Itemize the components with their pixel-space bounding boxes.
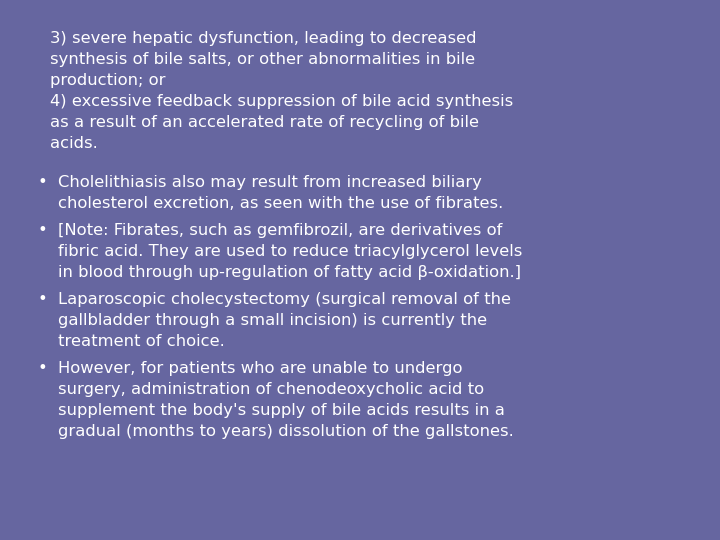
Text: in blood through up-regulation of fatty acid β-oxidation.]: in blood through up-regulation of fatty … (58, 265, 521, 280)
Text: fibric acid. They are used to reduce triacylglycerol levels: fibric acid. They are used to reduce tri… (58, 244, 523, 259)
Text: surgery, administration of chenodeoxycholic acid to: surgery, administration of chenodeoxycho… (58, 382, 484, 397)
Text: Laparoscopic cholecystectomy (surgical removal of the: Laparoscopic cholecystectomy (surgical r… (58, 292, 511, 307)
Text: gradual (months to years) dissolution of the gallstones.: gradual (months to years) dissolution of… (58, 424, 514, 439)
Text: •: • (38, 361, 48, 376)
Text: production; or: production; or (50, 73, 166, 88)
Text: 3) severe hepatic dysfunction, leading to decreased: 3) severe hepatic dysfunction, leading t… (50, 31, 477, 46)
Text: treatment of choice.: treatment of choice. (58, 334, 225, 349)
Text: synthesis of bile salts, or other abnormalities in bile: synthesis of bile salts, or other abnorm… (50, 52, 475, 67)
Text: Cholelithiasis also may result from increased biliary: Cholelithiasis also may result from incr… (58, 175, 482, 190)
Text: [Note: Fibrates, such as gemfibrozil, are derivatives of: [Note: Fibrates, such as gemfibrozil, ar… (58, 223, 503, 238)
Text: 4) excessive feedback suppression of bile acid synthesis: 4) excessive feedback suppression of bil… (50, 94, 513, 109)
Text: gallbladder through a small incision) is currently the: gallbladder through a small incision) is… (58, 313, 487, 328)
Text: as a result of an accelerated rate of recycling of bile: as a result of an accelerated rate of re… (50, 115, 479, 130)
Text: supplement the body's supply of bile acids results in a: supplement the body's supply of bile aci… (58, 403, 505, 418)
Text: However, for patients who are unable to undergo: However, for patients who are unable to … (58, 361, 462, 376)
Text: •: • (38, 175, 48, 190)
Text: •: • (38, 223, 48, 238)
Text: cholesterol excretion, as seen with the use of fibrates.: cholesterol excretion, as seen with the … (58, 196, 503, 211)
Text: •: • (38, 292, 48, 307)
Text: acids.: acids. (50, 136, 98, 151)
